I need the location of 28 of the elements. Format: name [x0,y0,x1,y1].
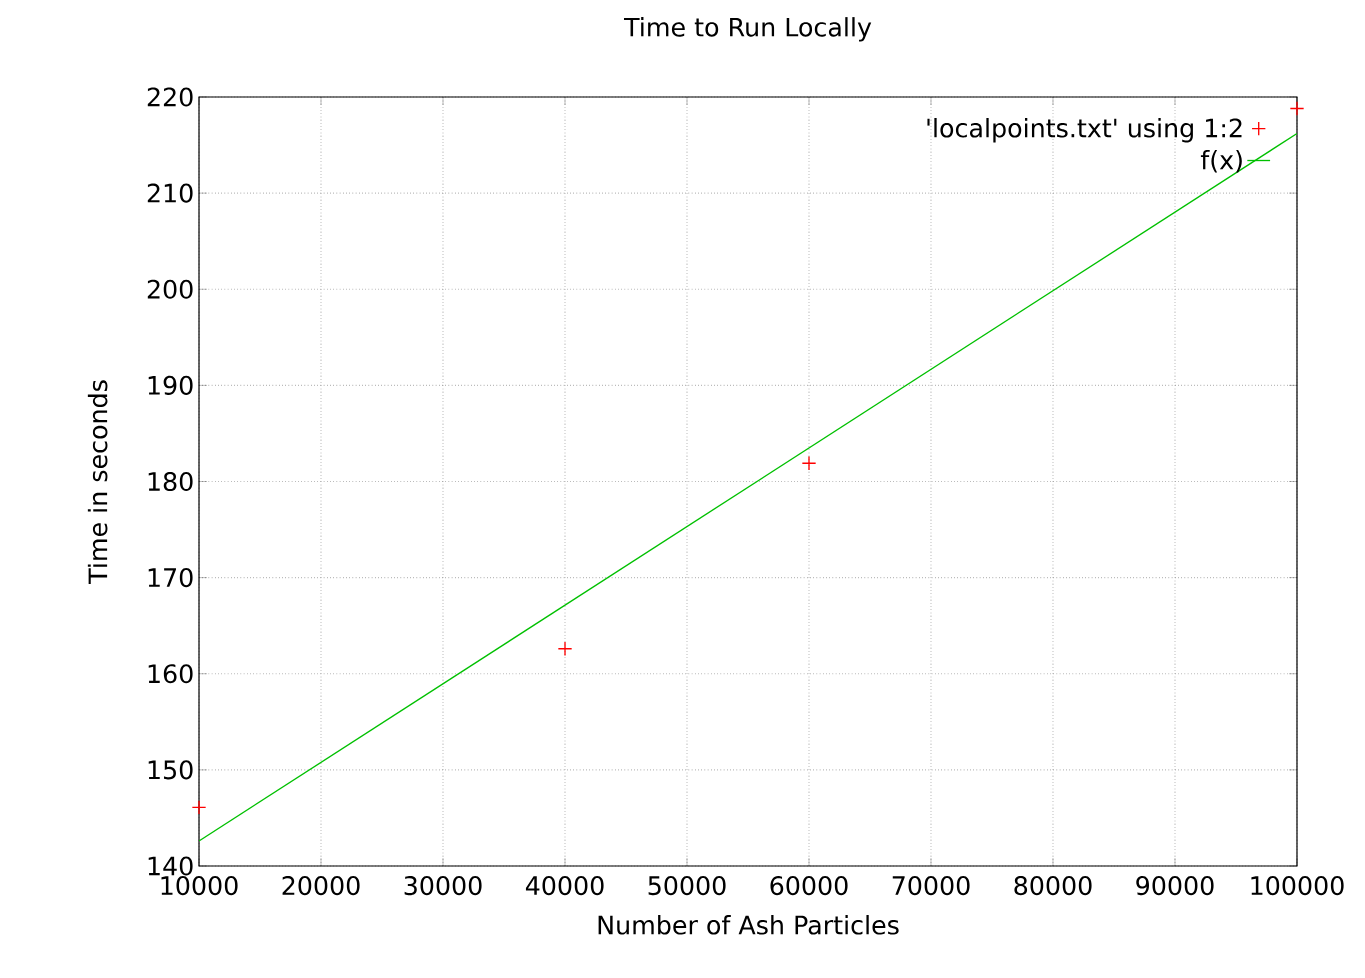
x-tick-label: 60000 [770,876,848,896]
x-tick-label: 20000 [282,876,360,896]
x-tick-label: 40000 [525,876,604,896]
x-tick-label: 30000 [404,876,482,896]
y-tick-label: 190 [148,375,193,395]
point [191,800,207,815]
y-tick-label: 210 [147,183,193,203]
y-tick-label: 150 [148,760,193,780]
y-tick-label: 170 [148,568,193,588]
point [801,455,817,471]
legend-label: 'localpoints.txt' using 1:2 [927,117,1242,143]
y-tick-label: 140 [148,856,193,876]
y-tick-label: 160 [148,664,193,684]
x-tick-label: 50000 [648,876,726,896]
x-tick-label: 90000 [1136,876,1214,896]
point [1289,101,1305,116]
x-tick-label: 80000 [1014,876,1092,896]
y-tick-label: 200 [147,279,193,299]
y-axis-title: Time in seconds [87,380,108,584]
chart-title: Time to Run Locally [623,17,872,42]
x-tick-label: 10000 [161,876,238,896]
x-axis-title: Number of Ash Particles [598,915,899,935]
y-tick-label: 180 [148,471,193,492]
x-tick-label: 100000 [1251,876,1344,896]
x-tick-label: 70000 [892,876,970,896]
y-tick-label: 220 [147,87,193,107]
legend-label: f(x) [1200,149,1242,173]
point [557,641,573,657]
